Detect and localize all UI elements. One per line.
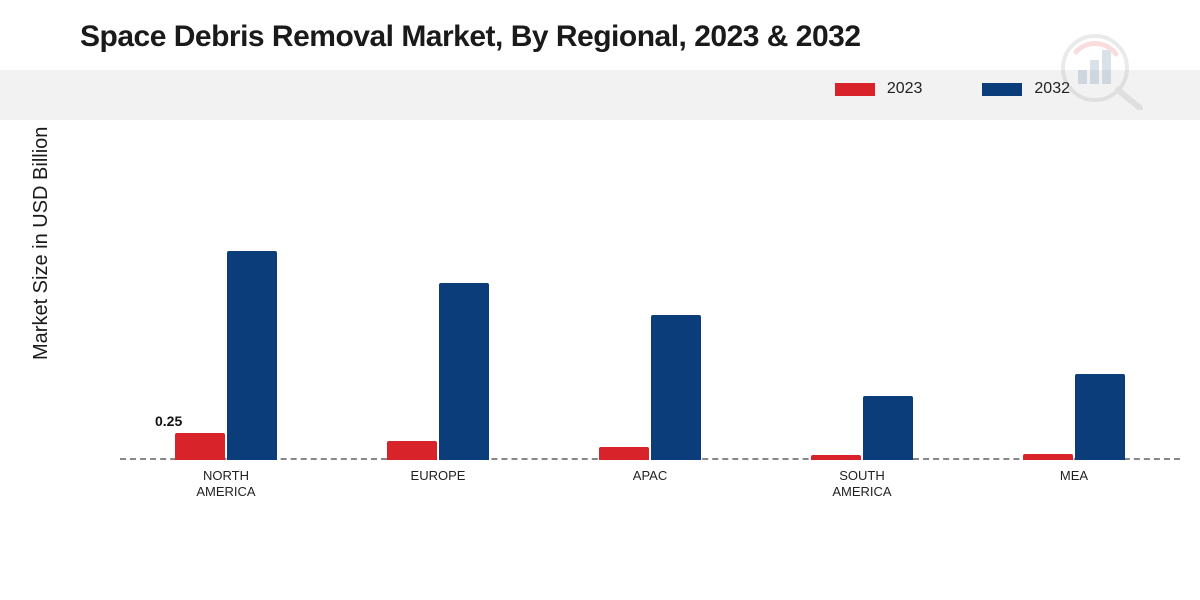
x-axis-label: MEA — [1009, 462, 1139, 500]
x-axis-labels: NORTHAMERICA EUROPE APAC SOUTHAMERICA MEA — [120, 462, 1180, 500]
bar-2032 — [863, 396, 913, 460]
bar-2023 — [1023, 454, 1073, 460]
bar-2032 — [651, 315, 701, 460]
chart-title: Space Debris Removal Market, By Regional… — [80, 20, 861, 54]
bar-2032 — [227, 251, 277, 460]
bar-group — [1009, 374, 1139, 460]
legend-label: 2023 — [887, 80, 923, 98]
x-axis-label: SOUTHAMERICA — [797, 462, 927, 500]
bar-2023 — [811, 455, 861, 460]
bar-group: 0.25 — [161, 251, 291, 460]
bar-value-label: 0.25 — [155, 413, 182, 429]
legend-item: 2023 — [835, 80, 923, 98]
y-axis-label: Market Size in USD Billion — [30, 127, 53, 360]
chart-plot: 0.25 NORTHAMERICA EUROPE APAC SOUTHAMERICA M… — [120, 160, 1180, 500]
x-axis-label: NORTHAMERICA — [161, 462, 291, 500]
bar-group — [585, 315, 715, 460]
legend: 20232032 — [835, 80, 1070, 98]
bar-2032 — [1075, 374, 1125, 460]
bar-2032 — [439, 283, 489, 460]
bar-2023 — [599, 447, 649, 460]
bar-2023 — [387, 441, 437, 460]
bar-group — [797, 396, 927, 460]
bar-groups: 0.25 — [120, 160, 1180, 460]
bar-2023 — [175, 433, 225, 460]
x-axis-label: APAC — [585, 462, 715, 500]
bar-group — [373, 283, 503, 460]
legend-swatch — [982, 83, 1022, 96]
legend-swatch — [835, 83, 875, 96]
watermark-logo-icon — [1040, 30, 1160, 110]
x-axis-label: EUROPE — [373, 462, 503, 500]
